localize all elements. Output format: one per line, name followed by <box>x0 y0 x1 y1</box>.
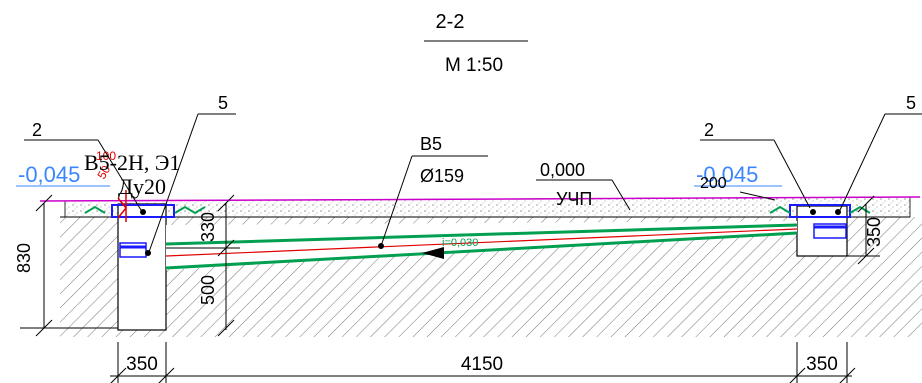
equipment-line1: В5-2Н, Э1 <box>84 150 180 175</box>
dim-right-350: 350 <box>806 354 838 375</box>
left-leaders: 2 5 В5-2Н, Э1 Ду20 -0,045 <box>16 93 236 253</box>
left-pit <box>117 203 167 331</box>
dim-330: 330 <box>198 212 218 242</box>
dimensions <box>20 194 880 383</box>
dim-left-350: 350 <box>126 354 158 375</box>
dim-4150: 4150 <box>461 354 503 375</box>
right-leader-5: 5 <box>906 93 916 113</box>
pipe-leader: В5 Ø159 <box>380 134 488 247</box>
red-small: 50 <box>94 163 113 182</box>
right-tray <box>789 204 851 218</box>
pipe-label: В5 <box>420 134 442 154</box>
dim-500: 500 <box>198 275 218 305</box>
right-leaders: 2 5 -0,045 200 <box>694 93 922 211</box>
left-leader-2: 2 <box>32 120 42 140</box>
dim-830: 830 <box>14 243 34 273</box>
slope-arrow <box>422 247 444 259</box>
section-scale: М 1:50 <box>445 55 503 76</box>
pipe-diameter: Ø159 <box>420 166 464 186</box>
dim-right-height: 350 <box>864 217 884 247</box>
right-level: -0,045 <box>696 162 758 187</box>
right-dim-200: 200 <box>700 175 727 192</box>
section-title: 2-2 М 1:50 <box>424 11 528 76</box>
zero-level: 0,000 УЧП <box>536 160 631 211</box>
pipe-axis <box>165 228 798 257</box>
pipe-run: i=0,030 <box>165 223 798 270</box>
equipment-line2: Ду20 <box>118 174 166 199</box>
left-tray <box>111 204 175 218</box>
pipe-top-edge <box>165 223 798 246</box>
left-device <box>119 242 147 258</box>
red-mark: 100 <box>96 149 116 163</box>
left-level: -0,045 <box>18 162 80 187</box>
right-equipment <box>769 204 871 239</box>
zero-level-value: 0,000 <box>540 160 585 180</box>
left-leader-5: 5 <box>218 93 228 113</box>
slope-label: i=0,030 <box>442 237 478 249</box>
surface-line <box>39 196 921 202</box>
section-number: 2-2 <box>436 11 465 33</box>
left-equipment: 100 50 <box>84 149 206 258</box>
red-fitting <box>117 190 127 222</box>
right-leader-2: 2 <box>704 120 714 140</box>
zero-level-label: УЧП <box>556 189 592 209</box>
pipe-bottom-edge <box>165 231 798 270</box>
right-device <box>813 223 847 239</box>
dimension-labels: 830 330 500 350 4150 350 350 <box>14 212 884 375</box>
